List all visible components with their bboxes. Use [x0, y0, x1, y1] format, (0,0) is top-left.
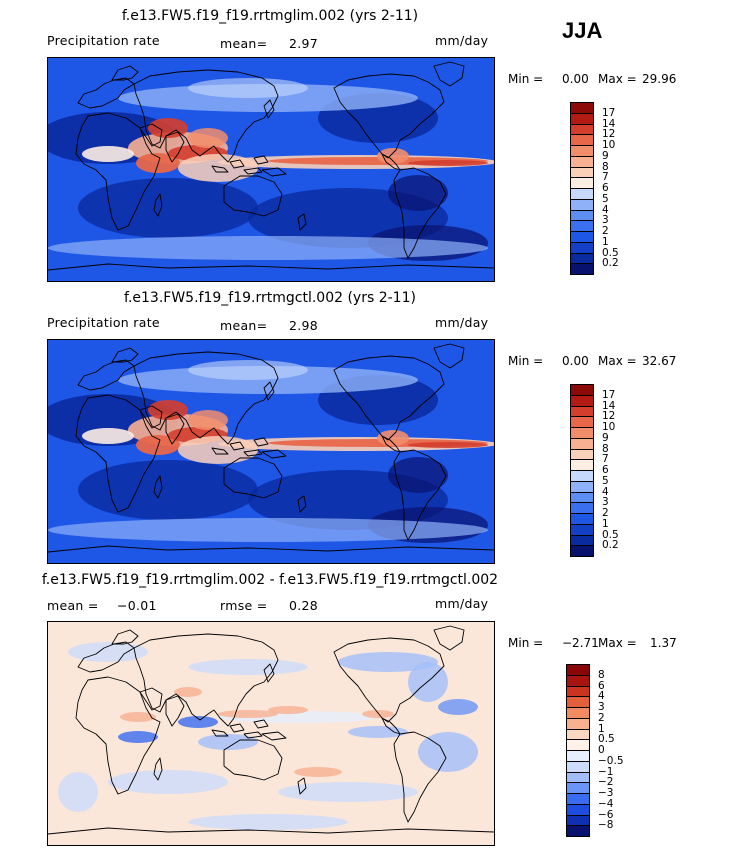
colorbar-tick-label: −4 [598, 797, 614, 810]
colorbar-tick-label: 3 [602, 214, 609, 227]
colorbar-tick-label: 1 [602, 235, 609, 248]
colorbar-tick-label: 1 [602, 517, 609, 530]
panel-3-colorbar: 8 6 4 3 2 1 0.5 0 −0.5 −1 −2 −3 −4 −6 −8 [566, 664, 626, 837]
colorbar-tick-label: −3 [598, 787, 614, 799]
panel-3-title: f.e13.FW5.f19_f19.rrtmglim.002 - f.e13.F… [41, 572, 499, 588]
panel-3-min-value: −2.71 [562, 636, 599, 650]
colorbar-tick-label: −6 [598, 808, 614, 821]
colorbar-tick-label: 3 [598, 701, 605, 713]
colorbar-swatch [566, 825, 590, 837]
colorbar-tick-label: 1 [598, 722, 605, 735]
colorbar-tick-label: −8 [598, 819, 614, 832]
panel-1-variable-label: Precipitation rate [47, 33, 160, 48]
colorbar-tick-label: 2 [598, 711, 605, 724]
panel-1-units: mm/day [435, 33, 489, 48]
colorbar-tick-label: 2 [602, 507, 609, 519]
colorbar-tick-label: 0.2 [602, 257, 619, 270]
panel-1-max-label: Max = [598, 72, 637, 86]
colorbar-tick-label: 14 [602, 117, 616, 130]
colorbar-tick-label: 6 [598, 679, 605, 692]
panel-3-units: mm/day [435, 596, 489, 611]
colorbar-tick-label: 10 [602, 421, 616, 433]
panel-1-colorbar: 17 14 12 10 9 8 7 6 5 4 3 2 1 0.5 0.2 [570, 102, 630, 275]
panel-2-mean-value: 2.98 [289, 318, 319, 333]
panel-2-units: mm/day [435, 315, 489, 330]
season-label: JJA [562, 18, 603, 43]
colorbar-tick-label: 0.2 [602, 539, 619, 552]
colorbar-tick-label: −0.5 [598, 754, 624, 767]
panel-3-max-label: Max = [598, 636, 637, 650]
panel-3-mean-label: mean = [47, 598, 99, 613]
colorbar-tick-label: 8 [602, 160, 609, 173]
colorbar-tick-label: 12 [602, 128, 616, 141]
colorbar-tick-label: 0.5 [602, 246, 619, 259]
colorbar-tick-label: 8 [598, 668, 605, 681]
colorbar-tick-label: 6 [602, 464, 609, 476]
panel-2-variable-label: Precipitation rate [47, 315, 160, 330]
colorbar-swatch [570, 545, 594, 557]
panel-3-min-label: Min = [508, 636, 544, 650]
panel-2-title: f.e13.FW5.f19_f19.rrtmgctl.002 (yrs 2-11… [124, 290, 416, 306]
colorbar-tick-label: 0 [598, 744, 605, 756]
panel-3-rmse-label: rmse = [220, 598, 268, 613]
colorbar-tick-label: 3 [602, 496, 609, 509]
panel-3-mean-value: −0.01 [117, 598, 157, 613]
panel-1-min-label: Min = [508, 72, 544, 86]
colorbar-tick-label: 7 [602, 171, 609, 184]
colorbar-tick-label: 5 [602, 192, 609, 205]
panel-3-difference-map [47, 621, 495, 846]
colorbar-tick-label: 14 [602, 399, 616, 412]
colorbar-tick-label: 4 [602, 203, 609, 216]
colorbar-tick-label: 5 [602, 474, 609, 487]
colorbar-tick-label: 4 [602, 485, 609, 498]
colorbar-tick-label: 8 [602, 442, 609, 455]
colorbar-tick-label: 17 [602, 106, 616, 119]
colorbar-tick-label: 12 [602, 410, 616, 423]
panel-2-precip-map [47, 339, 495, 564]
panel-2-max-value: 32.67 [642, 354, 677, 368]
panel-1-min-value: 0.00 [562, 72, 589, 86]
panel-1-precip-map [47, 57, 495, 282]
panel-2-min-label: Min = [508, 354, 544, 368]
panel-2-mean-label: mean= [220, 318, 268, 333]
colorbar-tick-label: 9 [602, 431, 609, 444]
colorbar-tick-label: −1 [598, 765, 614, 778]
panel-2-min-value: 0.00 [562, 354, 589, 368]
colorbar-tick-label: −2 [598, 776, 614, 789]
colorbar-tick-label: 7 [602, 453, 609, 466]
colorbar-tick-label: 6 [602, 182, 609, 194]
colorbar-swatch [570, 263, 594, 275]
panel-3-max-value: 1.37 [650, 636, 677, 650]
colorbar-tick-label: 4 [598, 690, 605, 703]
colorbar-tick-label: 0.5 [602, 528, 619, 541]
colorbar-tick-label: 10 [602, 139, 616, 151]
colorbar-tick-label: 0.5 [598, 733, 615, 746]
colorbar-tick-label: 17 [602, 388, 616, 401]
colorbar-tick-label: 2 [602, 225, 609, 237]
panel-1-title: f.e13.FW5.f19_f19.rrtmglim.002 (yrs 2-11… [121, 8, 419, 24]
panel-2-max-label: Max = [598, 354, 637, 368]
colorbar-tick-label: 9 [602, 149, 609, 162]
panel-1-mean-value: 2.97 [289, 36, 319, 51]
panel-3-rmse-value: 0.28 [289, 598, 319, 613]
panel-1-mean-label: mean= [220, 36, 268, 51]
panel-1-max-value: 29.96 [642, 72, 677, 86]
panel-2-colorbar: 17 14 12 10 9 8 7 6 5 4 3 2 1 0.5 0.2 [570, 384, 630, 557]
